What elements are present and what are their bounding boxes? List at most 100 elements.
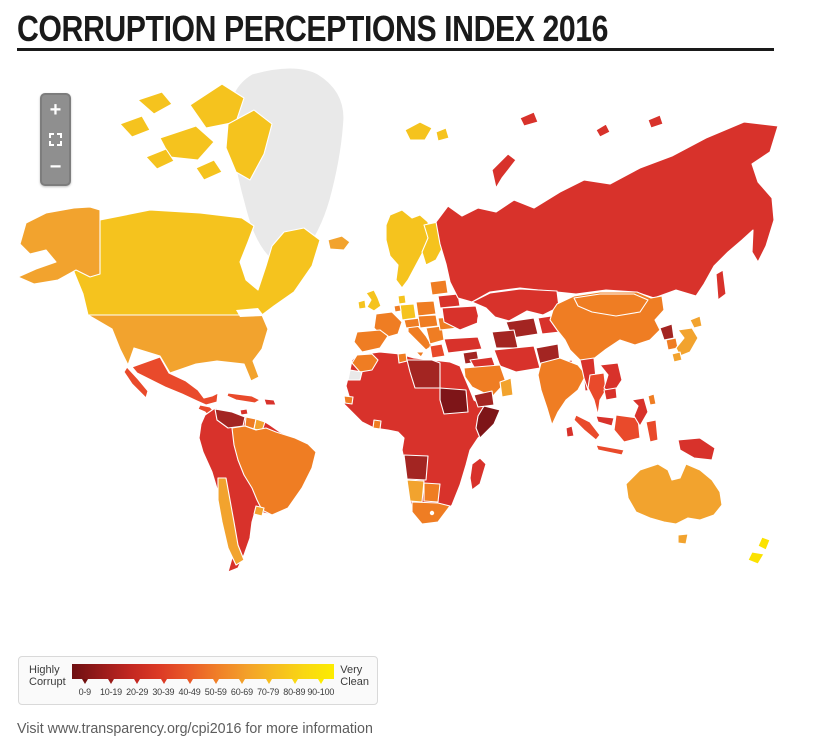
country-australia-tasmania[interactable] (677, 533, 689, 545)
country-russia-novaya-zemlya[interactable] (491, 153, 517, 189)
country-russia-sakhalin[interactable] (715, 269, 727, 301)
country-taiwan[interactable] (647, 393, 657, 406)
country-mexico-baja[interactable] (123, 366, 149, 399)
country-western-sahara[interactable] (347, 369, 363, 381)
country-sicily[interactable] (415, 351, 425, 358)
country-iran[interactable] (493, 345, 541, 373)
country-canada-arctic-island[interactable] (195, 159, 223, 181)
country-poland[interactable] (415, 300, 437, 317)
country-canada-ellesmere[interactable] (189, 83, 245, 129)
country-somalia[interactable] (475, 405, 501, 439)
legend-tick-wrap (229, 679, 255, 684)
country-belarus[interactable] (437, 293, 461, 309)
legend-tick-marker (108, 679, 115, 684)
country-mongolia[interactable] (573, 293, 649, 317)
country-new-zealand-south[interactable] (747, 551, 765, 565)
country-morocco[interactable] (351, 353, 379, 373)
country-kazakhstan[interactable] (471, 288, 560, 322)
country-senegal[interactable] (343, 395, 354, 405)
country-italy[interactable] (407, 321, 433, 351)
region-norway-sweden[interactable] (385, 209, 431, 289)
country-philippines[interactable] (631, 397, 649, 427)
country-cambodia[interactable] (603, 387, 618, 401)
country-svalbard-east[interactable] (435, 127, 450, 142)
country-malaysia[interactable] (595, 415, 615, 427)
country-indonesia-java[interactable] (595, 444, 625, 456)
country-jamaica[interactable] (239, 408, 249, 416)
country-sudan[interactable] (439, 387, 469, 415)
legend-tick-wrap (282, 679, 308, 684)
legend-tick-wrap (124, 679, 150, 684)
country-canada[interactable] (63, 209, 321, 316)
country-ghana[interactable] (372, 419, 382, 430)
country-indonesia-sumatra[interactable] (573, 414, 601, 441)
country-usa[interactable] (87, 314, 269, 382)
country-thailand[interactable] (587, 372, 607, 416)
country-russia-new-siberian[interactable] (647, 114, 664, 129)
country-lesotho (429, 510, 435, 516)
country-greece[interactable] (429, 343, 446, 359)
country-canada-arctic-island[interactable] (137, 91, 173, 115)
world-map[interactable] (0, 60, 813, 645)
country-russia-franz-josef[interactable] (519, 111, 539, 127)
country-japan-kyushu[interactable] (671, 351, 683, 363)
country-sri-lanka[interactable] (565, 425, 575, 438)
region-czech-hungary[interactable] (417, 314, 439, 329)
region-benelux[interactable] (393, 304, 402, 313)
country-canada-baffin-island[interactable] (225, 109, 273, 181)
country-angola[interactable] (403, 454, 429, 481)
country-ireland[interactable] (357, 299, 367, 310)
country-turkey[interactable] (443, 336, 483, 354)
legend-range-label: 90-100 (307, 687, 335, 697)
legend-range-label: 30-39 (152, 687, 175, 697)
legend-range-label: 60-69 (230, 687, 253, 697)
legend-tick-wrap (98, 679, 124, 684)
legend-tick-marker (186, 679, 193, 684)
country-india[interactable] (537, 357, 587, 426)
country-yemen[interactable] (473, 390, 495, 408)
country-papua-new-guinea[interactable] (677, 437, 716, 461)
legend-range-label: 40-49 (178, 687, 201, 697)
world-map-container[interactable] (0, 60, 813, 645)
country-iceland[interactable] (327, 235, 351, 251)
country-chile[interactable] (217, 477, 245, 566)
legend-tick-wrap (255, 679, 281, 684)
country-indonesia-sulawesi[interactable] (645, 419, 659, 443)
region-spain-portugal[interactable] (353, 329, 389, 353)
legend-tick-marker (81, 679, 88, 684)
country-uruguay[interactable] (253, 505, 265, 517)
country-brazil[interactable] (231, 425, 317, 516)
legend-tick-marker (134, 679, 141, 684)
map-legend: Highly Corrupt 0-9 10-19 20-29 30-39 40-49 50… (18, 656, 378, 705)
zoom-out-button[interactable]: − (49, 156, 62, 178)
country-united-kingdom[interactable] (365, 289, 382, 312)
country-hispaniola[interactable] (263, 398, 277, 406)
country-australia[interactable] (625, 463, 723, 525)
country-japan-honshu[interactable] (675, 327, 699, 357)
country-russia[interactable] (435, 121, 779, 303)
country-north-korea[interactable] (659, 323, 675, 341)
country-canada-arctic-island[interactable] (145, 148, 175, 170)
country-madagascar[interactable] (469, 457, 487, 491)
country-namibia[interactable] (406, 479, 425, 503)
country-botswana[interactable] (423, 482, 441, 503)
title-underline (17, 48, 774, 51)
country-germany[interactable] (399, 303, 417, 321)
country-turkmenistan[interactable] (491, 329, 519, 349)
country-alaska-usa[interactable] (17, 206, 101, 285)
country-denmark[interactable] (397, 294, 407, 305)
fullscreen-reset-icon[interactable] (49, 133, 62, 146)
country-svalbard[interactable] (404, 121, 433, 141)
country-japan-hokkaido[interactable] (689, 315, 703, 329)
country-cuba[interactable] (226, 392, 261, 404)
country-mexico[interactable] (131, 356, 219, 406)
zoom-in-button[interactable]: + (49, 99, 62, 121)
country-russia-severnaya-zemlya[interactable] (595, 123, 611, 138)
country-ukraine[interactable] (441, 305, 481, 331)
country-new-zealand-north[interactable] (757, 536, 771, 551)
country-canada-arctic-island[interactable] (119, 115, 151, 138)
country-tunisia[interactable] (397, 352, 408, 364)
country-oman[interactable] (499, 377, 514, 398)
region-baltics[interactable] (429, 279, 449, 296)
